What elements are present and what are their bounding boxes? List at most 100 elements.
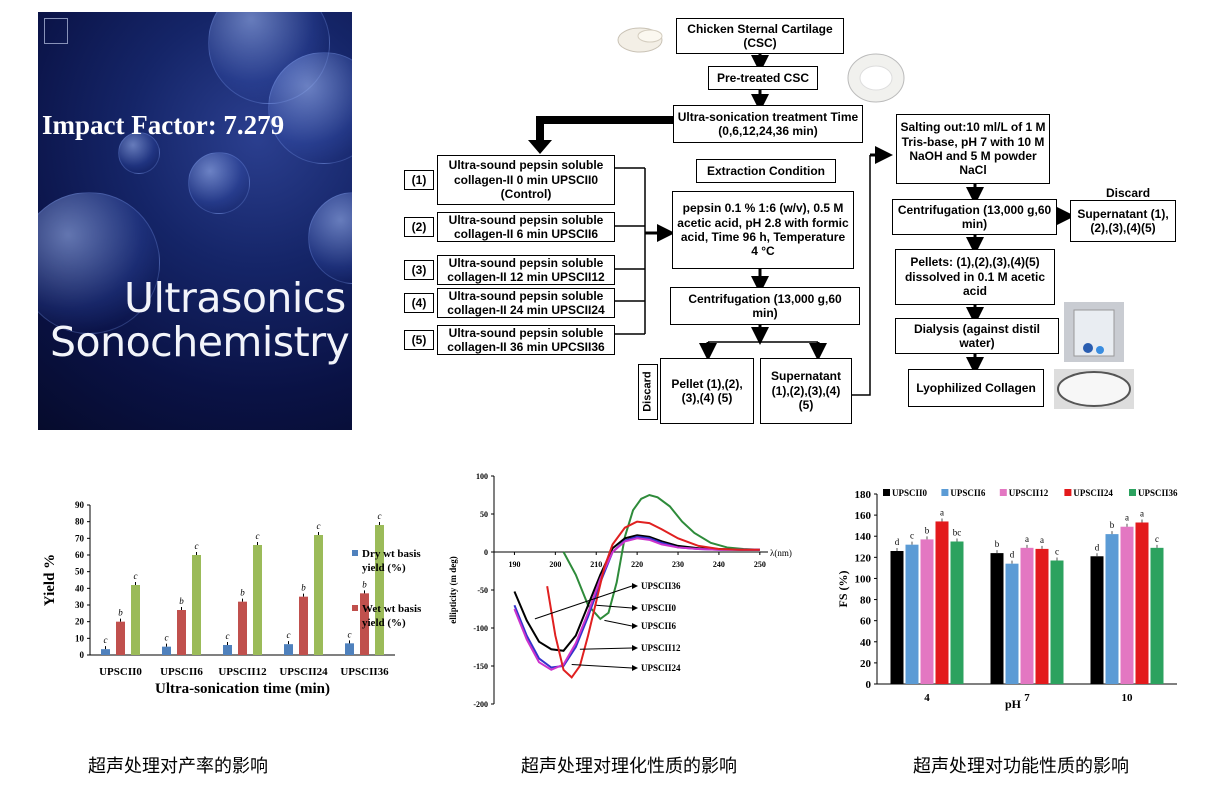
y-tick-label: 80 bbox=[860, 595, 872, 607]
significance-letter: a bbox=[940, 507, 944, 517]
significance-letter: b bbox=[179, 596, 184, 606]
legend-swatch bbox=[999, 489, 1007, 496]
extraction-title-box: Extraction Condition bbox=[696, 159, 836, 183]
sample-box-5: Ultra-sound pepsin soluble collagen-II 3… bbox=[437, 325, 615, 355]
ultrasonication-box: Ultra-sonication treatment Time (0,6,12,… bbox=[673, 105, 863, 143]
yield-chart: 0 10 20 30 40 50 60 70 80 90 Yield % c b c UPSCII0 c b c U… bbox=[42, 500, 422, 697]
x-axis-label: Ultra-sonication time (min) bbox=[155, 681, 330, 697]
sample-box-3: Ultra-sound pepsin soluble collagen-II 1… bbox=[437, 255, 615, 285]
bar bbox=[253, 545, 262, 655]
category-label: UPSCII12 bbox=[218, 666, 267, 678]
supernatant-box-1: Supernatant (1),(2),(3),(4) (5) bbox=[760, 358, 852, 424]
sample-number-4: (4) bbox=[404, 293, 434, 313]
discard-vertical-box: Discard bbox=[638, 364, 658, 420]
supernatant-box-2: Supernatant (1),(2),(3),(4)(5) bbox=[1070, 200, 1176, 242]
legend-swatch bbox=[941, 489, 949, 496]
bar bbox=[1090, 556, 1104, 684]
discard-label: Discard bbox=[1106, 186, 1151, 200]
significance-letter: a bbox=[1125, 513, 1129, 523]
bar bbox=[1050, 560, 1064, 684]
significance-letter: b bbox=[301, 583, 306, 593]
sample-number-1: (1) bbox=[404, 170, 434, 190]
bar bbox=[950, 541, 964, 684]
category-label: 7 bbox=[1024, 692, 1030, 704]
label-arrow bbox=[579, 647, 633, 650]
y-tick-label: 120 bbox=[855, 552, 872, 564]
y-tick-label: 30 bbox=[75, 600, 85, 610]
y-tick-label: 0 bbox=[80, 650, 85, 660]
y-tick-label: 140 bbox=[855, 531, 872, 543]
bar bbox=[990, 553, 1004, 684]
bar bbox=[1135, 522, 1149, 684]
centrifugation-box-2: Centrifugation (13,000 g,60 min) bbox=[892, 199, 1057, 235]
bar bbox=[238, 601, 247, 655]
x-tick-label: 240 bbox=[713, 560, 725, 569]
arrowhead bbox=[632, 623, 638, 629]
discard-vertical-label: Discard bbox=[641, 371, 654, 413]
y-axis-label: ellipticity (m deg) bbox=[448, 556, 458, 623]
arrowhead bbox=[632, 645, 638, 651]
significance-letter: c bbox=[226, 631, 230, 641]
legend-label: Dry wt basis bbox=[362, 548, 421, 560]
x-tick-label: 190 bbox=[508, 560, 520, 569]
significance-letter: a bbox=[1025, 534, 1029, 544]
y-tick-label: -150 bbox=[473, 662, 488, 671]
lyophilized-photo bbox=[1054, 369, 1134, 409]
significance-letter: c bbox=[910, 531, 914, 541]
significance-letter: b bbox=[362, 579, 367, 589]
legend-label: Wet wt basis bbox=[362, 603, 422, 615]
category-label: 10 bbox=[1122, 692, 1134, 704]
x-tick-label: 220 bbox=[631, 560, 643, 569]
centrifugation-box-1: Centrifugation (13,000 g,60 min) bbox=[670, 287, 860, 325]
bar bbox=[1020, 547, 1034, 684]
extraction-condition-box: pepsin 0.1 % 1:6 (w/v), 0.5 M acetic aci… bbox=[672, 191, 854, 269]
y-tick-label: -200 bbox=[473, 700, 488, 709]
significance-letter: c bbox=[1055, 547, 1059, 557]
bar bbox=[192, 555, 201, 655]
bar bbox=[935, 521, 949, 684]
y-tick-label: 180 bbox=[855, 489, 872, 501]
y-tick-label: 90 bbox=[75, 500, 85, 510]
y-tick-label: 60 bbox=[860, 616, 872, 628]
impact-factor: Impact Factor: 7.279 bbox=[42, 110, 285, 140]
journal-title-line1: Ultrasonics bbox=[124, 274, 346, 322]
legend-label: UPSCII24 bbox=[1073, 488, 1113, 498]
bar bbox=[177, 610, 186, 655]
category-label: UPSCII24 bbox=[279, 666, 328, 678]
y-axis-label: Yield % bbox=[42, 554, 58, 606]
bar bbox=[345, 643, 354, 655]
legend-label: UPSCII12 bbox=[1009, 488, 1049, 498]
bar bbox=[314, 535, 323, 655]
y-tick-label: 20 bbox=[860, 658, 872, 670]
caption-functional: 超声处理对功能性质的影响 bbox=[913, 756, 1129, 777]
significance-letter: b bbox=[925, 525, 930, 535]
sample-number-2: (2) bbox=[404, 217, 434, 237]
y-tick-label: 160 bbox=[855, 510, 872, 522]
journal-title-line2: Sonochemistry bbox=[50, 318, 350, 366]
x-tick-label: 200 bbox=[549, 560, 561, 569]
sample-box-2: Ultra-sound pepsin soluble collagen-II 6… bbox=[437, 212, 615, 242]
bar bbox=[890, 551, 904, 684]
bar bbox=[920, 539, 934, 684]
significance-letter: b bbox=[240, 588, 245, 598]
sample-number-3: (3) bbox=[404, 260, 434, 280]
legend-swatch bbox=[883, 489, 890, 496]
legend-label: UPSCII0 bbox=[892, 488, 928, 498]
caption-physicochemical: 超声处理对理化性质的影响 bbox=[521, 756, 737, 777]
category-label: 4 bbox=[924, 692, 930, 704]
significance-letter: c bbox=[195, 541, 199, 551]
bar bbox=[375, 525, 384, 655]
x-tick-label: 250 bbox=[754, 560, 766, 569]
x-axis-label: λ(nm) bbox=[770, 548, 792, 558]
significance-letter: c bbox=[378, 511, 382, 521]
series-label: UPSCII6 bbox=[641, 621, 677, 631]
caption-yield: 超声处理对产率的影响 bbox=[88, 756, 268, 777]
significance-letter: c bbox=[317, 521, 321, 531]
y-tick-label: 10 bbox=[75, 633, 85, 643]
arrowhead bbox=[632, 605, 638, 611]
dialysis-photo bbox=[1064, 302, 1124, 362]
significance-letter: b bbox=[118, 608, 123, 618]
bar bbox=[360, 593, 369, 655]
significance-letter: c bbox=[1155, 534, 1159, 544]
y-tick-label: 70 bbox=[75, 533, 85, 543]
